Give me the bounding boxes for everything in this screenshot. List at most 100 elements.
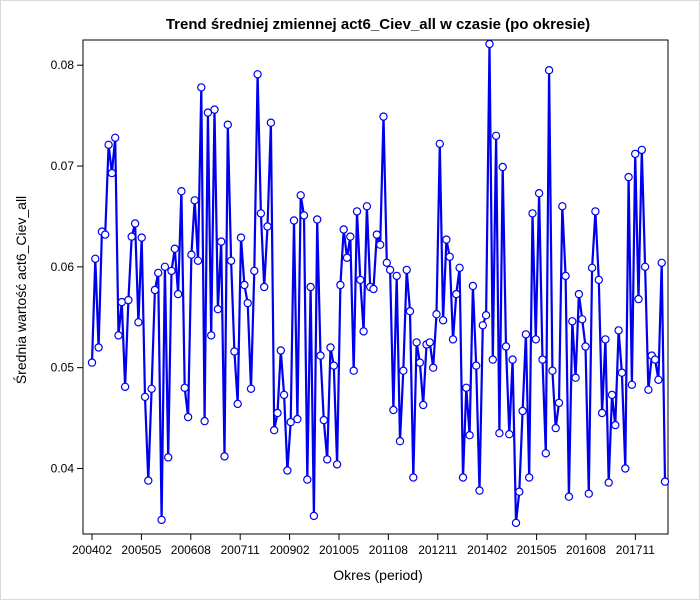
- x-axis-label: Okres (period): [333, 567, 422, 583]
- data-point: [127, 232, 136, 241]
- data-point: [531, 335, 541, 344]
- data-point: [369, 284, 378, 294]
- data-point: [660, 477, 670, 486]
- data-point: [501, 342, 511, 351]
- data-point: [250, 266, 259, 276]
- data-point: [160, 262, 170, 271]
- y-tick-label: 0.04: [51, 461, 75, 475]
- data-point: [621, 464, 630, 473]
- data-point: [382, 258, 391, 267]
- data-point: [624, 172, 633, 182]
- data-point: [313, 215, 322, 224]
- data-point: [568, 317, 577, 326]
- data-point: [462, 383, 471, 392]
- data-point: [120, 382, 130, 391]
- data-point: [299, 211, 309, 220]
- data-point: [173, 289, 183, 299]
- data-point: [601, 335, 610, 344]
- x-tick-label: 201608: [566, 543, 606, 557]
- data-point: [200, 416, 209, 426]
- data-point: [541, 449, 551, 458]
- data-point: [163, 453, 173, 462]
- data-point: [276, 346, 285, 355]
- data-point: [587, 263, 597, 272]
- data-point: [472, 361, 481, 370]
- data-point: [465, 431, 474, 440]
- data-point: [511, 518, 521, 528]
- data-point: [544, 65, 554, 75]
- data-point: [432, 310, 441, 319]
- data-point: [107, 168, 117, 178]
- data-point: [316, 351, 325, 360]
- data-point: [455, 263, 464, 272]
- data-point: [180, 383, 189, 392]
- y-tick-label: 0.07: [51, 159, 75, 173]
- data-point: [429, 363, 438, 372]
- data-point: [206, 331, 216, 340]
- data-point: [167, 266, 176, 276]
- data-point: [270, 426, 279, 435]
- data-point: [362, 202, 372, 211]
- data-point: [495, 429, 504, 438]
- data-point: [627, 380, 637, 389]
- data-point: [213, 305, 223, 314]
- data-point: [349, 366, 358, 375]
- data-point: [452, 289, 461, 299]
- data-point: [564, 492, 574, 501]
- data-point: [521, 330, 531, 339]
- data-point: [306, 282, 315, 292]
- data-point: [346, 232, 355, 241]
- data-point: [604, 478, 613, 487]
- data-point: [144, 476, 153, 485]
- series-group: [87, 39, 670, 528]
- data-point: [266, 118, 276, 127]
- data-point: [478, 321, 487, 330]
- data-point: [286, 417, 295, 427]
- data-point: [150, 285, 160, 295]
- series-line: [90, 43, 667, 524]
- x-tick-label: 200505: [121, 543, 161, 557]
- data-point: [293, 414, 302, 424]
- data-point: [402, 265, 411, 275]
- data-point: [256, 209, 266, 218]
- data-point: [438, 316, 448, 325]
- x-tick-label: 201108: [369, 543, 408, 557]
- data-point: [104, 140, 113, 149]
- data-point: [140, 392, 150, 402]
- data-point: [412, 338, 421, 347]
- data-point: [581, 342, 590, 351]
- data-point: [584, 489, 594, 498]
- data-point: [631, 149, 640, 159]
- data-point: [551, 423, 560, 433]
- data-point: [614, 326, 623, 335]
- data-point: [356, 275, 365, 285]
- data-point: [210, 105, 219, 114]
- y-axis: 0.04 0.05 0.06 0.07 0.08: [51, 58, 83, 475]
- data-point: [419, 400, 428, 410]
- data-point: [183, 412, 193, 422]
- data-point: [548, 366, 557, 375]
- data-point: [279, 390, 289, 400]
- data-point: [220, 452, 229, 461]
- data-point: [445, 252, 454, 261]
- data-point: [223, 120, 232, 129]
- data-point: [607, 390, 617, 400]
- data-point: [216, 237, 226, 246]
- data-point: [203, 108, 213, 117]
- data-point: [561, 271, 570, 281]
- data-point: [389, 405, 398, 415]
- x-tick-label: 200608: [171, 543, 211, 557]
- data-point: [399, 366, 408, 375]
- data-point: [253, 70, 262, 79]
- data-point: [134, 318, 143, 327]
- data-point: [515, 487, 524, 496]
- data-point: [110, 133, 120, 142]
- data-point: [518, 406, 527, 416]
- x-tick-label: 201211: [418, 543, 457, 557]
- data-point: [177, 186, 186, 196]
- chart-title: Trend średniej zmiennej act6_Ciev_all w …: [166, 16, 590, 33]
- x-tick-label: 200402: [72, 543, 112, 557]
- data-point: [475, 486, 484, 495]
